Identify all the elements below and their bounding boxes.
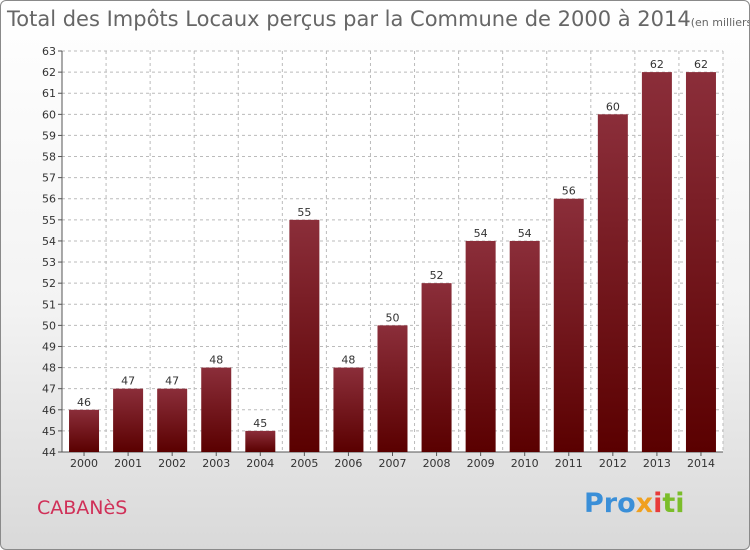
logo-part-3: i: [653, 488, 663, 519]
bar: [509, 240, 540, 452]
bar: [465, 240, 496, 452]
bar: [201, 367, 232, 452]
bar-value-label: 52: [430, 269, 444, 282]
y-tick-label: 63: [42, 45, 56, 58]
proxiti-logo: Proxiti: [584, 488, 685, 519]
bar: [553, 198, 584, 452]
y-tick-label: 50: [42, 319, 56, 332]
y-tick-label: 59: [42, 129, 56, 142]
x-tick-label: 2011: [555, 457, 583, 470]
bar: [641, 72, 672, 453]
y-tick-label: 53: [42, 256, 56, 269]
bar: [69, 409, 100, 452]
y-tick-label: 62: [42, 66, 56, 79]
bar-value-label: 45: [253, 417, 267, 430]
bar-value-label: 47: [121, 375, 135, 388]
y-tick-label: 52: [42, 277, 56, 290]
bar-value-label: 55: [297, 206, 311, 219]
y-tick-label: 47: [42, 383, 56, 396]
x-tick-label: 2014: [687, 457, 715, 470]
x-tick-label: 2005: [290, 457, 318, 470]
y-tick-label: 54: [42, 235, 56, 248]
bar-value-label: 48: [209, 354, 223, 367]
x-tick-label: 2008: [423, 457, 451, 470]
chart-title-text: Total des Impôts Locaux perçus par la Co…: [7, 7, 691, 31]
commune-name: CABANèS: [37, 497, 128, 519]
x-tick-label: 2000: [70, 457, 98, 470]
x-tick-label: 2003: [202, 457, 230, 470]
y-tick-label: 49: [42, 340, 56, 353]
bar-value-label: 56: [562, 185, 576, 198]
bar: [289, 219, 320, 452]
bar: [157, 388, 188, 452]
logo-part-2: x: [635, 488, 654, 519]
x-tick-label: 2007: [379, 457, 407, 470]
bar-value-label: 48: [341, 354, 355, 367]
y-tick-label: 45: [42, 425, 56, 438]
bar-value-label: 62: [694, 58, 708, 71]
y-tick-label: 55: [42, 214, 56, 227]
bar: [245, 430, 276, 452]
x-tick-label: 2009: [467, 457, 495, 470]
bar-value-label: 54: [518, 227, 532, 240]
x-tick-label: 2006: [334, 457, 362, 470]
bar-value-label: 50: [386, 311, 400, 324]
chart-title: Total des Impôts Locaux perçus par la Co…: [7, 7, 750, 31]
y-tick-label: 51: [42, 298, 56, 311]
bar-value-label: 60: [606, 100, 620, 113]
bar: [685, 72, 716, 453]
y-tick-label: 46: [42, 404, 56, 417]
y-tick-label: 58: [42, 151, 56, 164]
bar: [377, 325, 408, 452]
y-tick-label: 60: [42, 108, 56, 121]
bar-value-label: 54: [474, 227, 488, 240]
x-tick-label: 2004: [246, 457, 274, 470]
y-tick-label: 48: [42, 362, 56, 375]
bar: [421, 283, 452, 452]
x-tick-label: 2002: [158, 457, 186, 470]
y-tick-label: 44: [42, 446, 56, 459]
bar-value-label: 62: [650, 58, 664, 71]
logo-part-4: ti: [662, 488, 685, 519]
y-tick-label: 57: [42, 172, 56, 185]
bar-value-label: 47: [165, 375, 179, 388]
chart-title-unit: (en milliers d'€): [690, 16, 750, 29]
x-tick-label: 2013: [643, 457, 671, 470]
bar-value-label: 46: [77, 396, 91, 409]
bar: [113, 388, 144, 452]
y-tick-label: 61: [42, 87, 56, 100]
x-tick-label: 2012: [599, 457, 627, 470]
bar: [333, 367, 364, 452]
bar: [597, 114, 628, 452]
x-tick-label: 2001: [114, 457, 142, 470]
y-tick-label: 56: [42, 193, 56, 206]
x-tick-label: 2010: [511, 457, 539, 470]
logo-part-1: Pro: [584, 488, 636, 519]
